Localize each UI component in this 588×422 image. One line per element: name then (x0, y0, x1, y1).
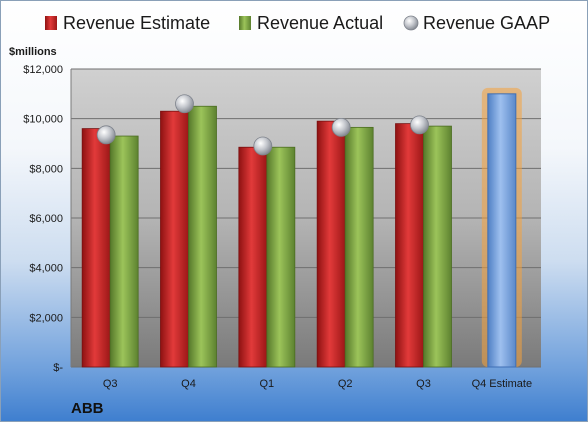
x-tick-label: Q1 (259, 378, 274, 390)
revenue-actual-bar (423, 125, 452, 368)
revenue-estimate-bar (160, 110, 189, 368)
revenue-gaap-marker (410, 115, 429, 135)
y-tick-label: $12,000 (23, 64, 63, 76)
legend-label: Revenue Actual (257, 13, 383, 33)
company-label: ABB (71, 400, 104, 417)
x-tick-label: Q4 (181, 378, 196, 390)
legend-estimate-swatch (45, 16, 57, 30)
legend-label: Revenue Estimate (63, 13, 210, 33)
legend-label: Revenue GAAP (423, 13, 550, 33)
revenue-gaap-marker (331, 117, 351, 137)
x-tick-label: Q3 (103, 378, 118, 390)
legend-actual-swatch (239, 16, 251, 30)
x-tick-label: Q2 (338, 378, 353, 390)
y-tick-label: $- (53, 362, 63, 374)
x-tick-label: Q4 Estimate (472, 378, 533, 390)
y-tick-label: $6,000 (29, 213, 63, 225)
y-tick-label: $2,000 (29, 312, 63, 324)
revenue-estimate-bar (238, 146, 268, 368)
revenue-actual-bar (344, 126, 374, 368)
revenue-actual-bar (109, 135, 139, 368)
revenue-gaap-marker (253, 136, 273, 156)
revenue-actual-bar (188, 105, 217, 368)
revenue-estimate-bar (316, 120, 346, 368)
y-tick-label: $8,000 (29, 163, 63, 175)
revenue-estimate-bar (395, 123, 424, 368)
revenue-gaap-marker (175, 94, 194, 114)
revenue-gaap-marker (96, 125, 116, 145)
legend-gaap-swatch (403, 15, 419, 31)
y-unit-label: $millions (9, 46, 57, 58)
y-tick-label: $10,000 (23, 114, 63, 126)
x-tick-label: Q3 (416, 378, 431, 390)
y-tick-label: $4,000 (29, 263, 63, 275)
revenue-actual-bar (266, 146, 296, 368)
revenue-estimate-bar (81, 128, 111, 368)
revenue-forecast-bar (487, 93, 517, 368)
